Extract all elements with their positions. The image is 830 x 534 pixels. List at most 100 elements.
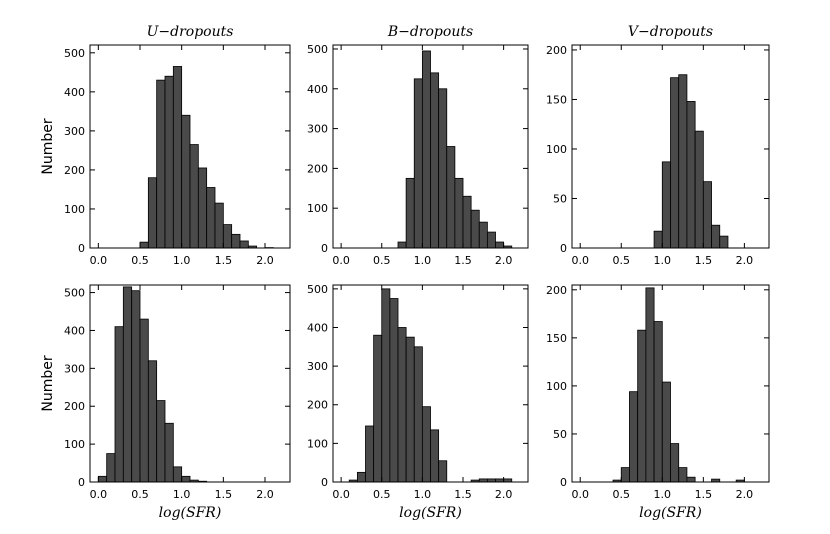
y-tick-label: 0 xyxy=(321,242,328,255)
histogram-bar xyxy=(678,74,688,249)
y-tick-label: 100 xyxy=(546,380,567,393)
x-tick-label: 2.0 xyxy=(495,254,513,267)
y-tick-label: 150 xyxy=(546,332,567,345)
y-tick-label: 400 xyxy=(307,321,328,334)
x-tick-label: 0.0 xyxy=(90,488,108,501)
y-tick-label: 300 xyxy=(307,123,328,136)
histogram-bar xyxy=(430,72,440,249)
x-tick-label: 0.5 xyxy=(613,488,631,501)
y-tick-label: 0 xyxy=(78,476,85,489)
x-tick-label: 0.0 xyxy=(90,254,108,267)
y-tick-label: 200 xyxy=(546,284,567,297)
histogram-bar xyxy=(430,429,440,483)
histogram-bar xyxy=(637,329,647,483)
histogram-bar xyxy=(381,288,391,483)
histogram-bar xyxy=(438,460,448,483)
x-tick-label: 0.0 xyxy=(571,488,589,501)
y-tick-label: 400 xyxy=(64,86,85,99)
y-tick-label: 300 xyxy=(64,362,85,375)
histogram-bar xyxy=(653,321,663,483)
histogram-bar xyxy=(397,327,407,483)
x-tick-label: 0.5 xyxy=(613,254,631,267)
y-tick-label: 0 xyxy=(560,242,567,255)
histogram-bar xyxy=(114,326,124,483)
histogram-bar xyxy=(405,336,415,483)
x-tick-label: 0.5 xyxy=(373,488,391,501)
axes-frame xyxy=(89,284,291,483)
histogram-bar xyxy=(389,298,399,483)
y-tick-label: 500 xyxy=(64,47,85,60)
histogram-bar xyxy=(172,66,183,249)
y-tick-label: 100 xyxy=(546,143,567,156)
histogram-bar xyxy=(678,467,688,483)
axes-frame xyxy=(571,284,770,483)
histogram-bar xyxy=(106,453,116,483)
histogram-bar xyxy=(147,360,158,483)
histogram-bar xyxy=(462,195,472,249)
axes-frame xyxy=(332,44,529,249)
histogram-bar xyxy=(197,167,208,249)
y-tick-label: 0 xyxy=(78,242,85,255)
y-tick-label: 200 xyxy=(64,164,85,177)
histogram-bar xyxy=(421,50,431,249)
histogram-bar xyxy=(454,177,464,249)
y-tick-label: 500 xyxy=(307,283,328,296)
histogram-bar xyxy=(189,144,199,249)
y-tick-label: 500 xyxy=(64,287,85,300)
y-tick-label: 400 xyxy=(64,324,85,337)
y-tick-label: 150 xyxy=(546,93,567,106)
histogram-bar xyxy=(164,75,174,249)
histogram-panel: 0.0 0.5 1.0 1.5 2.0 0 100 200 300 400 500 U−dropout… xyxy=(40,24,291,267)
histogram-panel: 0.0 0.5 1.0 1.5 2.0 0 100 200 300 400 500 log(SFR) xyxy=(307,283,529,521)
histogram-bar xyxy=(139,318,149,483)
histogram-bar xyxy=(131,290,141,483)
x-tick-label: 2.0 xyxy=(256,254,274,267)
histogram-bar xyxy=(421,406,431,483)
x-tick-label: 1.0 xyxy=(414,488,432,501)
axes-frame xyxy=(89,44,291,249)
x-tick-label: 1.0 xyxy=(173,488,191,501)
histogram-bar xyxy=(147,177,158,249)
x-tick-label: 1.0 xyxy=(173,254,191,267)
histogram-bar xyxy=(470,209,480,249)
y-tick-label: 100 xyxy=(307,202,328,215)
x-tick-label: 0.0 xyxy=(332,488,350,501)
histogram-bar xyxy=(122,286,133,483)
y-tick-label: 50 xyxy=(553,192,567,205)
x-tick-label: 1.5 xyxy=(215,254,233,267)
histogram-panel: 0.0 0.5 1.0 1.5 2.0 0 100 200 300 400 500 B−dropout… xyxy=(307,24,529,267)
x-tick-label: 0.0 xyxy=(332,254,350,267)
histogram-panel: 0.0 0.5 1.0 1.5 2.0 0 50 100 150 200 log(SFR) xyxy=(546,284,770,521)
y-tick-label: 100 xyxy=(64,438,85,451)
x-tick-label: 0.5 xyxy=(373,254,391,267)
histogram-bar xyxy=(645,287,655,483)
histogram-panel: 0.0 0.5 1.0 1.5 2.0 0 50 100 150 200 V−dropouts xyxy=(546,24,770,267)
histogram-bar xyxy=(670,443,680,483)
x-tick-label: 1.5 xyxy=(695,488,713,501)
x-tick-label: 2.0 xyxy=(736,488,754,501)
panel-title: V−dropouts xyxy=(628,24,713,40)
histogram-bar xyxy=(719,235,729,249)
y-axis-label: Number xyxy=(40,118,56,174)
histogram-bar xyxy=(620,467,630,483)
histogram-bar xyxy=(711,224,721,249)
histogram-bar xyxy=(156,79,166,249)
histogram-bar xyxy=(653,230,663,249)
x-tick-label: 0.5 xyxy=(131,254,149,267)
histogram-bar xyxy=(97,475,108,483)
y-tick-label: 100 xyxy=(64,203,85,216)
x-tick-label: 1.5 xyxy=(695,254,713,267)
x-tick-label: 1.0 xyxy=(654,488,672,501)
y-tick-label: 300 xyxy=(307,360,328,373)
x-tick-label: 1.0 xyxy=(654,254,672,267)
x-tick-label: 0.5 xyxy=(131,488,149,501)
y-tick-label: 200 xyxy=(307,399,328,412)
y-tick-label: 100 xyxy=(307,437,328,450)
histogram-bar xyxy=(495,241,505,249)
histogram-bar xyxy=(139,241,149,249)
y-tick-label: 200 xyxy=(64,400,85,413)
histogram-bar xyxy=(356,471,366,483)
x-tick-label: 1.0 xyxy=(414,254,432,267)
histogram-bar xyxy=(231,233,241,249)
